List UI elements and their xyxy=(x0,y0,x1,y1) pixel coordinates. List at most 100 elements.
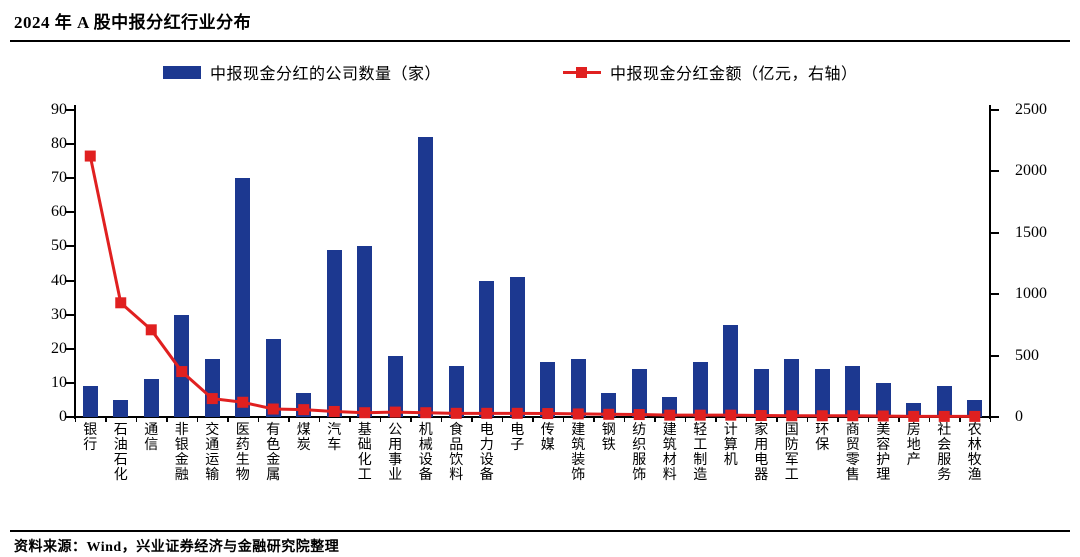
source-note: 资料来源：Wind，兴业证券经济与金融研究院整理 xyxy=(14,540,340,555)
x-axis-category-label: 传 媒 xyxy=(540,423,555,453)
x-axis-category-label: 社 会 服 务 xyxy=(937,423,952,483)
line-marker: 环保: 10 xyxy=(816,410,828,422)
bar xyxy=(82,386,98,417)
bar xyxy=(143,379,159,417)
y-axis-left-tick-label: 20 xyxy=(51,339,67,357)
bar xyxy=(753,369,769,417)
x-axis-category-label: 纺 织 服 饰 xyxy=(632,423,647,483)
bar xyxy=(845,365,861,417)
bar xyxy=(936,386,952,417)
x-axis-category-label: 基 础 化 工 xyxy=(357,423,372,483)
x-axis-category-label: 建 筑 材 料 xyxy=(662,423,677,483)
x-axis-category-label: 有 色 金 属 xyxy=(266,423,281,483)
y-axis-left-tick-label: 40 xyxy=(51,271,67,289)
y-axis-right-tick-label: 500 xyxy=(1015,346,1039,364)
x-axis-category-label: 石 油 石 化 xyxy=(113,423,128,483)
y-axis-left-tick-label: 10 xyxy=(51,373,67,391)
line-marker: 汽车: 45 xyxy=(328,405,340,417)
x-axis-tick xyxy=(837,417,839,422)
legend-line-label: 中报现金分红金额（亿元，右轴） xyxy=(610,66,858,83)
bar xyxy=(540,362,556,417)
x-axis-tick xyxy=(593,417,595,422)
x-axis-tick xyxy=(227,417,229,422)
x-axis-category-label: 钢 铁 xyxy=(601,423,616,453)
line-path xyxy=(88,155,975,418)
legend-item-bar: 中报现金分红的公司数量（家） xyxy=(163,62,442,83)
y-axis-right-tick-label: 2000 xyxy=(1015,162,1047,180)
bar xyxy=(509,277,525,417)
y-axis-right-tick xyxy=(990,354,999,357)
bar xyxy=(448,365,464,417)
x-axis-category-label: 汽 车 xyxy=(327,423,342,453)
y-axis-left-tick xyxy=(66,177,75,180)
y-axis-left-tick xyxy=(66,381,75,384)
x-axis-category-label: 通 信 xyxy=(144,423,159,453)
x-axis-tick xyxy=(867,417,869,422)
line-marker: 煤炭: 60 xyxy=(298,404,310,416)
bar xyxy=(357,246,373,417)
x-axis-tick xyxy=(501,417,503,422)
x-axis-category-label: 电 力 设 备 xyxy=(479,423,494,483)
y-axis-left-tick-label: 30 xyxy=(51,305,67,323)
line-marker: 传媒: 28 xyxy=(542,408,554,420)
x-axis-category-label: 公 用 事 业 xyxy=(388,423,403,483)
y-axis-left-tick xyxy=(66,245,75,248)
y-axis-right-tick xyxy=(990,109,999,111)
x-axis-tick xyxy=(166,417,168,422)
x-axis-tick xyxy=(806,417,808,422)
y-axis-left-tick xyxy=(66,109,75,111)
y-axis-right-tick xyxy=(990,170,999,173)
legend-item-line: 中报现金分红金额（亿元，右轴） xyxy=(563,62,858,83)
bar xyxy=(235,178,251,417)
x-axis-tick xyxy=(379,417,381,422)
y-axis-left-tick-label: 70 xyxy=(51,169,67,187)
y-axis-right-tick xyxy=(990,231,999,234)
bar xyxy=(631,369,647,417)
x-axis-category-label: 轻 工 制 造 xyxy=(693,423,708,483)
y-axis-left-tick xyxy=(66,279,75,282)
bar xyxy=(723,324,739,417)
bar-series-swatch-icon xyxy=(163,65,201,79)
y-axis-left-tick xyxy=(66,313,75,316)
x-axis-tick xyxy=(745,417,747,422)
y-axis-right-tick-label: 0 xyxy=(1015,408,1023,425)
bar xyxy=(570,359,586,417)
bar xyxy=(692,362,708,417)
x-axis-category-label: 交 通 运 输 xyxy=(205,423,220,483)
x-axis-tick xyxy=(623,417,625,422)
bar xyxy=(479,280,495,417)
x-axis-tick xyxy=(562,417,564,422)
x-axis-tick xyxy=(898,417,900,422)
square-marker-icon xyxy=(576,66,587,78)
y-axis-right-tick xyxy=(990,293,999,296)
y-axis-left-tick xyxy=(66,416,75,418)
bar xyxy=(814,369,830,417)
bar xyxy=(784,359,800,417)
y-axis-left-tick-label: 50 xyxy=(51,237,67,255)
x-axis-tick xyxy=(471,417,473,422)
bar xyxy=(174,314,190,417)
legend-bar-label: 中报现金分红的公司数量（家） xyxy=(210,66,442,83)
footer-divider xyxy=(10,530,1070,532)
x-axis-tick xyxy=(135,417,137,422)
line-marker: 计算机: 15 xyxy=(725,409,737,421)
x-axis-tick xyxy=(288,417,290,422)
y-axis-left-tick xyxy=(66,143,75,146)
y-axis-right-tick-label: 1500 xyxy=(1015,223,1047,241)
bar xyxy=(265,338,281,417)
